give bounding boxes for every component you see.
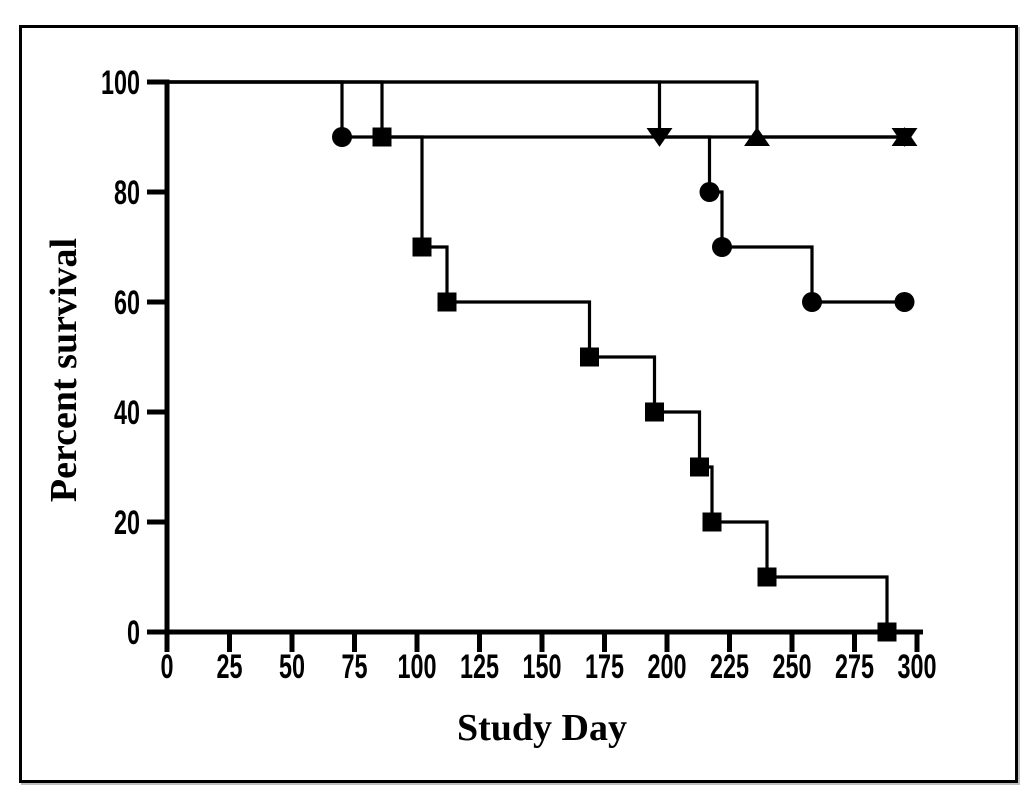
series-lines-group (167, 80, 905, 632)
circle-group-line (167, 80, 905, 304)
square-data-point-marker (580, 347, 599, 367)
y-tick-label: 0 (127, 614, 140, 652)
square-data-point-marker (645, 402, 664, 422)
y-axis-title: Percent survival (43, 238, 85, 502)
x-tick-label: 300 (898, 648, 937, 686)
x-axis-title: Study Day (457, 707, 627, 749)
square-data-point-marker (702, 512, 722, 532)
circle-data-point-marker (712, 237, 732, 257)
y-tick-label: 100 (101, 64, 140, 102)
circle-data-point-marker (332, 127, 352, 147)
x-tick-label: 100 (398, 648, 437, 686)
square-data-point-marker (412, 237, 432, 257)
triangle-down-data-point-marker (646, 128, 673, 147)
triangle-up-data-point-marker (744, 127, 770, 146)
y-tick-label: 40 (114, 394, 140, 432)
square-data-point-marker (757, 567, 777, 587)
x-tick-label: 50 (279, 648, 305, 686)
y-tick-label: 80 (114, 174, 140, 212)
square-group-line (167, 80, 889, 632)
x-tick-label: 275 (835, 648, 874, 686)
triangle-up-data-point-marker (891, 127, 918, 146)
y-tick-label: 60 (114, 284, 140, 322)
x-tick-label: 0 (161, 648, 174, 686)
x-tick-label: 75 (342, 648, 368, 686)
x-tick-label: 225 (710, 648, 749, 686)
circle-data-point-marker (699, 182, 720, 202)
x-tick-label: 25 (217, 648, 243, 686)
x-tick-label: 200 (648, 648, 687, 686)
outer-border (19, 25, 1018, 783)
circle-data-point-marker (802, 292, 822, 312)
x-tick-label: 125 (460, 648, 499, 686)
tick-labels-group: 0 20 40 60 80 100 0 25 50 75 100 125 150 175 200 225 250… (101, 64, 937, 686)
circle-data-point-marker (894, 292, 915, 312)
square-data-point-marker (372, 127, 392, 147)
square-data-point-marker (877, 622, 897, 642)
square-data-point-marker (690, 457, 709, 477)
series-markers-group (332, 127, 918, 642)
y-tick-label: 20 (114, 504, 140, 542)
x-tick-label: 150 (523, 648, 562, 686)
x-tick-label: 250 (773, 648, 812, 686)
square-data-point-marker (437, 292, 457, 312)
triangle-down-group-line (167, 80, 905, 139)
x-tick-label: 175 (585, 648, 624, 686)
triangle-up-group-line (167, 80, 905, 139)
axes-group (147, 79, 923, 652)
